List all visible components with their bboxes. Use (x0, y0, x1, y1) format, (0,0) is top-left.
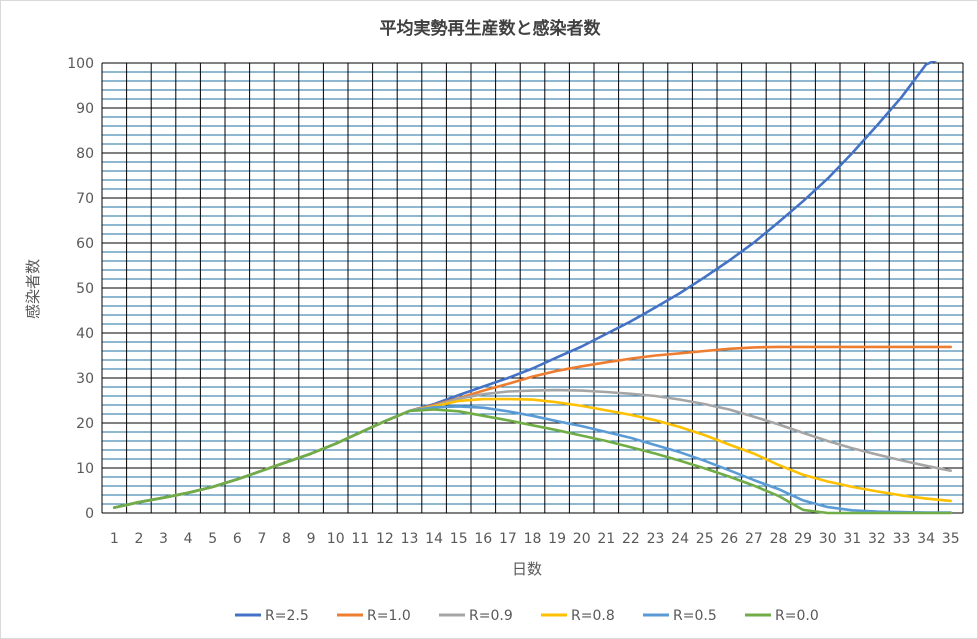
x-tick-label: 14 (425, 531, 443, 547)
x-axis-label: 日数 (512, 560, 542, 578)
y-tick-label: 80 (76, 146, 94, 162)
x-tick-label: 10 (327, 531, 345, 547)
x-tick-label: 7 (257, 531, 266, 547)
x-tick-label: 2 (134, 531, 143, 547)
x-tick-label: 35 (942, 531, 960, 547)
legend-label-r-2-5: R=2.5 (265, 608, 309, 624)
x-tick-label: 16 (474, 531, 492, 547)
major-gridlines (101, 62, 964, 514)
legend: R=2.5 R=1.0 R=0.9 R=0.8 R=0.5 R=0.0 (235, 608, 819, 624)
x-tick-label: 20 (573, 531, 591, 547)
x-tick-label: 27 (745, 531, 763, 547)
y-tick-label: 10 (76, 461, 94, 477)
x-tick-label: 9 (307, 531, 316, 547)
x-tick-label: 34 (917, 531, 935, 547)
x-tick-label: 15 (450, 531, 468, 547)
x-tick-label: 13 (401, 531, 419, 547)
x-tick-label: 31 (843, 531, 861, 547)
x-tick-label: 8 (282, 531, 291, 547)
series-line-r-1-0 (113, 345, 953, 509)
y-tick-label: 90 (76, 101, 94, 117)
legend-label-r-0-9: R=0.9 (469, 608, 513, 624)
y-tick-label: 0 (85, 506, 94, 522)
x-tick-label: 26 (720, 531, 738, 547)
series-lines (113, 61, 953, 515)
x-tick-label: 28 (770, 531, 788, 547)
x-tick-label: 22 (622, 531, 640, 547)
x-tick-label: 1 (110, 531, 119, 547)
y-tick-label: 70 (76, 191, 94, 207)
x-axis-tick-labels: 1 2 3 4 5 6 7 8 9 10 11 12 13 14 15 16 17 18 19 20 21 22 23 24 2… (110, 531, 960, 547)
series-line-r-0-9 (113, 388, 953, 509)
legend-label-r-0-5: R=0.5 (673, 608, 717, 624)
x-tick-label: 5 (208, 531, 217, 547)
chart-title: 平均実勢再生産数と感染者数 (380, 18, 602, 39)
x-tick-label: 30 (819, 531, 837, 547)
x-tick-label: 3 (159, 531, 168, 547)
y-axis-label: 感染者数 (24, 259, 42, 319)
x-tick-label: 24 (671, 531, 689, 547)
x-tick-label: 19 (548, 531, 566, 547)
x-tick-label: 4 (184, 531, 193, 547)
legend-label-r-0-8: R=0.8 (571, 608, 615, 624)
series-line-r-0-0 (113, 408, 953, 515)
x-tick-label: 23 (647, 531, 665, 547)
y-tick-label: 100 (67, 56, 94, 72)
x-tick-label: 33 (893, 531, 911, 547)
x-tick-label: 25 (696, 531, 714, 547)
y-tick-label: 20 (76, 416, 94, 432)
x-tick-label: 17 (499, 531, 517, 547)
x-tick-label: 18 (524, 531, 542, 547)
y-tick-label: 50 (76, 281, 94, 297)
x-tick-label: 21 (597, 531, 615, 547)
y-axis-tick-labels: 0 10 20 30 40 50 60 70 80 90 100 (67, 56, 94, 522)
y-tick-label: 40 (76, 326, 94, 342)
x-tick-label: 11 (351, 531, 369, 547)
y-tick-label: 60 (76, 236, 94, 252)
x-tick-label: 32 (868, 531, 886, 547)
legend-label-r-0-0: R=0.0 (775, 608, 819, 624)
legend-label-r-1-0: R=1.0 (367, 608, 411, 624)
x-tick-label: 29 (794, 531, 812, 547)
y-tick-label: 30 (76, 371, 94, 387)
x-tick-label: 12 (376, 531, 394, 547)
x-tick-label: 6 (233, 531, 242, 547)
